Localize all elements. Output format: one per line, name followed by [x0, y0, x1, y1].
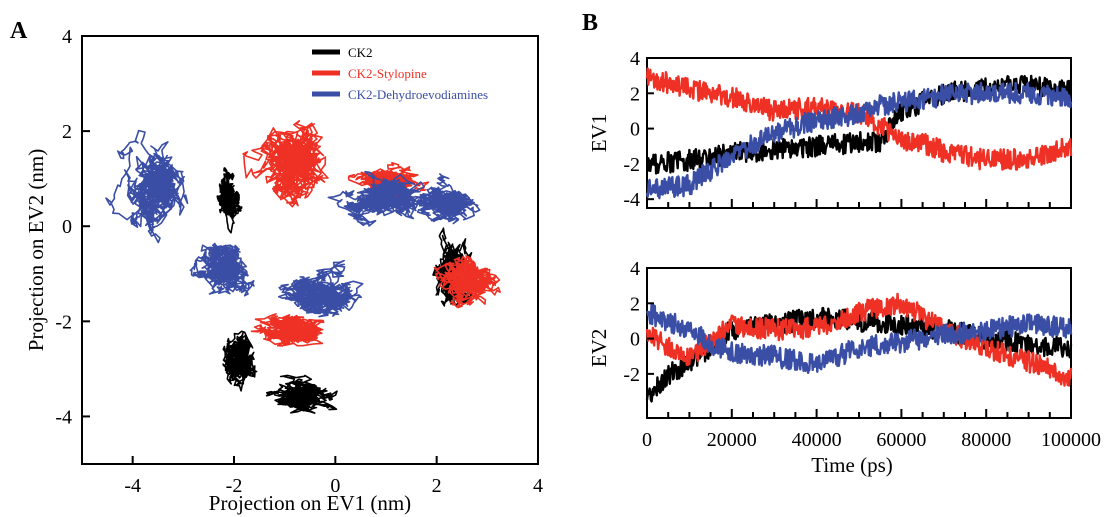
trajectory-ck2-stylopine-1	[433, 255, 501, 309]
panel-b-bottom-y-tick-label--2: -2	[623, 364, 640, 386]
trajectory-ck2-stylopine-0	[242, 120, 329, 208]
trajectory-ck2-dehydroevodiamines-2	[277, 259, 364, 318]
trajectory-ck2-dehydroevodiamines-4	[414, 173, 481, 225]
panel-b-top-y-tick-label--4: -4	[623, 189, 640, 211]
panel-a-y-axis-label: Projection on EV2 (nm)	[24, 149, 48, 351]
panel-b-top-series-ck2-dehydroevodiamines	[645, 81, 1073, 200]
panel-b-letter: B	[582, 10, 598, 36]
panel-b-bottom-y-axis-label: EV2	[587, 329, 611, 368]
panel-a-legend: CK2 CK2-Stylopine CK2-Dehydroevodiamines	[312, 45, 488, 102]
panel-b-top-y-tick-label-4: 4	[630, 48, 640, 70]
panel-b-top-y-tick-label-0: 0	[630, 119, 640, 141]
trajectory-ck2-2	[216, 167, 243, 234]
panel-a-trajectories	[105, 120, 501, 414]
panel-a-x-axis-label: Projection on EV1 (nm)	[209, 491, 411, 515]
panel-b-bottom-y-tick-label-2: 2	[630, 293, 640, 315]
trajectory-ck2-stylopine-2	[250, 313, 325, 347]
panel-b-bottom-y-tick-label-4: 4	[630, 258, 640, 280]
panel-b-bottom-ticks: -2 0 2 4 0 20000 40000 60000 80000 100000	[623, 258, 1101, 451]
legend-label-stylopine: CK2-Stylopine	[348, 66, 427, 81]
trajectory-ck2-0	[222, 330, 258, 392]
panel-a-y-tick-label-2: 2	[62, 121, 72, 143]
panel-b-bottom-lines	[645, 292, 1073, 403]
panel-b-bottom-x-axis-label: Time (ps)	[811, 453, 893, 477]
legend-label-dehydro: CK2-Dehydroevodiamines	[348, 87, 488, 102]
trajectory-ck2-dehydroevodiamines-3	[327, 170, 428, 227]
panel-b-top-y-tick-label-2: 2	[630, 83, 640, 105]
panel-b-top-lines	[645, 67, 1073, 200]
panel-a-letter: A	[10, 18, 28, 44]
panel-b-top: -4 -2 0 2 4 EV1	[587, 48, 1073, 211]
panel-a-x-tick-label-2: 2	[432, 475, 442, 497]
panel-b-bottom-x-tick-label-60000: 60000	[876, 429, 926, 451]
panel-b-bottom-series-ck2-dehydroevodiamines	[645, 302, 1073, 374]
panel-b-top-y-axis-label: EV1	[587, 114, 611, 153]
panel-a-x-tick-label-0: 0	[330, 475, 340, 497]
panel-a-ticks: -4 -2 0 2 4 -4 -2 0 2 4	[55, 26, 543, 497]
panel-a-x-tick-label-4: 4	[533, 475, 543, 497]
panel-b-bottom-x-tick-label-0: 0	[642, 429, 652, 451]
panel-b-bottom-y-tick-label-0: 0	[630, 329, 640, 351]
panel-b-top-y-tick-label--2: -2	[623, 154, 640, 176]
panel-b-top-plot-frame	[646, 57, 1072, 209]
panel-a-x-tick-label--2: -2	[226, 475, 243, 497]
panel-a-x-tick-label--4: -4	[124, 475, 141, 497]
panel-b-bottom-x-tick-label-100000: 100000	[1041, 429, 1101, 451]
panel-b-bottom-x-tick-label-40000: 40000	[792, 429, 842, 451]
panel-b-top-ticks: -4 -2 0 2 4	[623, 48, 1072, 211]
trajectory-ck2-1	[265, 374, 338, 414]
panel-b-bottom-x-tick-label-80000: 80000	[961, 429, 1011, 451]
panel-a-y-tick-label-4: 4	[62, 26, 72, 48]
trajectory-ck2-dehydroevodiamines-0	[105, 129, 189, 244]
panel-a-y-tick-label--4: -4	[55, 406, 72, 428]
panel-a-y-tick-label--2: -2	[55, 311, 72, 333]
panel-a: -4 -2 0 2 4 -4 -2 0 2 4 CK2 CK2-Stylopine CK2-Deh…	[24, 26, 543, 515]
panel-b-bottom-x-tick-label-20000: 20000	[707, 429, 757, 451]
panel-b-bottom: -2 0 2 4 0 20000 40000 60000 80000 100000 Time (p…	[587, 258, 1101, 477]
trajectory-ck2-dehydroevodiamines-1	[189, 242, 255, 297]
panel-a-y-tick-label-0: 0	[62, 216, 72, 238]
legend-label-ck2: CK2	[348, 45, 373, 60]
